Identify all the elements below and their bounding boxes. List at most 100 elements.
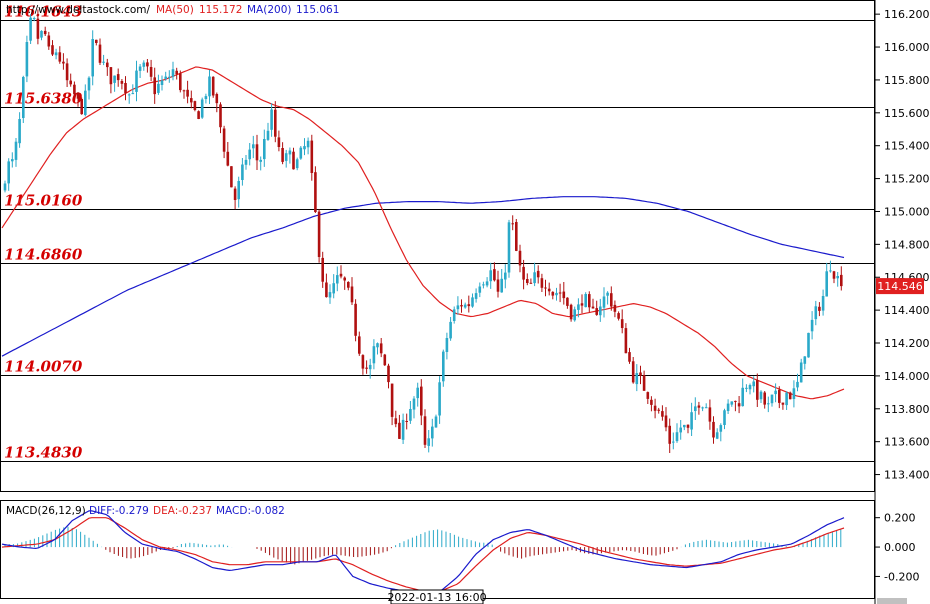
price-axis: 116.200 116.000 115.800 115.600 115.400 115.2… — [875, 8, 930, 482]
candle — [485, 277, 489, 288]
candle — [756, 373, 759, 407]
candle-body — [29, 17, 32, 41]
candle — [186, 80, 189, 104]
candle-body — [741, 387, 744, 407]
candle — [723, 408, 726, 430]
candle-body — [248, 149, 251, 160]
candle — [599, 298, 602, 322]
candle — [412, 396, 416, 419]
candle — [741, 378, 744, 407]
ma50-line — [1, 66, 845, 400]
candle — [522, 259, 525, 290]
candle — [840, 266, 843, 291]
candle-body — [325, 282, 328, 298]
candle — [770, 394, 774, 407]
candle — [80, 97, 83, 115]
candle-body — [343, 277, 346, 281]
candle — [248, 143, 251, 166]
candle-body — [763, 392, 766, 405]
candle-body — [792, 388, 796, 399]
candle — [617, 311, 620, 321]
candle — [792, 380, 796, 408]
candle-body — [412, 398, 416, 410]
candle — [376, 342, 379, 355]
candle — [211, 76, 215, 98]
candle-body — [32, 18, 36, 20]
candle — [529, 278, 533, 284]
price-tick-label-4: 115.400 — [884, 140, 930, 153]
macd-dea: DEA:-0.237 — [153, 505, 212, 517]
candle — [190, 90, 193, 109]
candle-body — [759, 391, 763, 400]
candle — [825, 262, 828, 297]
candle — [390, 383, 394, 426]
candle-body — [306, 140, 310, 148]
candle-body — [679, 427, 682, 433]
candle — [325, 273, 328, 298]
candle — [821, 289, 825, 316]
candle — [639, 365, 642, 385]
candle — [584, 292, 587, 308]
candle-body — [321, 257, 324, 282]
ma50-value: 115.172 — [199, 4, 242, 16]
candle — [774, 383, 777, 403]
candle-body — [197, 111, 200, 119]
candle-body — [694, 406, 697, 411]
candle — [135, 60, 138, 102]
candle — [434, 414, 438, 428]
candle-body — [87, 77, 91, 91]
candle — [244, 155, 248, 170]
candle-body — [770, 394, 774, 404]
candle-body — [339, 273, 343, 277]
candle-body — [358, 336, 361, 354]
candle-body — [635, 373, 639, 385]
candle-body — [208, 76, 211, 97]
candle — [95, 39, 98, 46]
candle-body — [164, 76, 167, 79]
candle — [726, 399, 730, 414]
candle — [179, 70, 182, 93]
candle — [712, 416, 715, 444]
candle-body — [730, 401, 734, 405]
candle-body — [566, 297, 569, 306]
candle — [197, 110, 200, 120]
candle-body — [723, 410, 726, 425]
candle — [540, 273, 544, 292]
candle-body — [460, 305, 463, 307]
macd-tick-label-0: 0.200 — [884, 512, 916, 525]
candle — [829, 260, 832, 273]
candle — [642, 370, 646, 391]
candle-body — [807, 332, 810, 358]
candle — [555, 287, 558, 301]
candle-body — [515, 222, 518, 251]
candle-body — [394, 418, 398, 425]
candle — [339, 265, 343, 279]
candle-body — [664, 415, 668, 428]
candle — [7, 158, 10, 191]
candle-body — [142, 62, 146, 67]
candle-body — [284, 153, 288, 161]
candle-body — [190, 98, 193, 103]
candle-body — [168, 76, 171, 78]
candle — [62, 53, 65, 70]
candle — [460, 299, 463, 313]
candle-body — [113, 75, 116, 83]
candle — [219, 102, 222, 134]
candle-body — [442, 351, 445, 382]
candle-body — [555, 292, 558, 296]
candle — [631, 357, 635, 384]
macd-header: MACD(26,12,9) DIFF:-0.279 DEA:-0.237 MAC… — [6, 505, 285, 517]
macd-tick-label-2: -0.200 — [884, 570, 919, 583]
candle-body — [478, 286, 482, 293]
candle — [715, 428, 719, 440]
candle-body — [263, 139, 266, 160]
candle-body — [507, 222, 511, 273]
candle-body — [818, 306, 821, 311]
candle — [577, 298, 580, 318]
candle-body — [7, 161, 10, 184]
candle-body — [219, 104, 222, 128]
price-tick-label-2: 115.800 — [884, 74, 930, 87]
candle-body — [452, 309, 456, 321]
candle — [394, 410, 398, 428]
candle-body — [536, 270, 540, 278]
